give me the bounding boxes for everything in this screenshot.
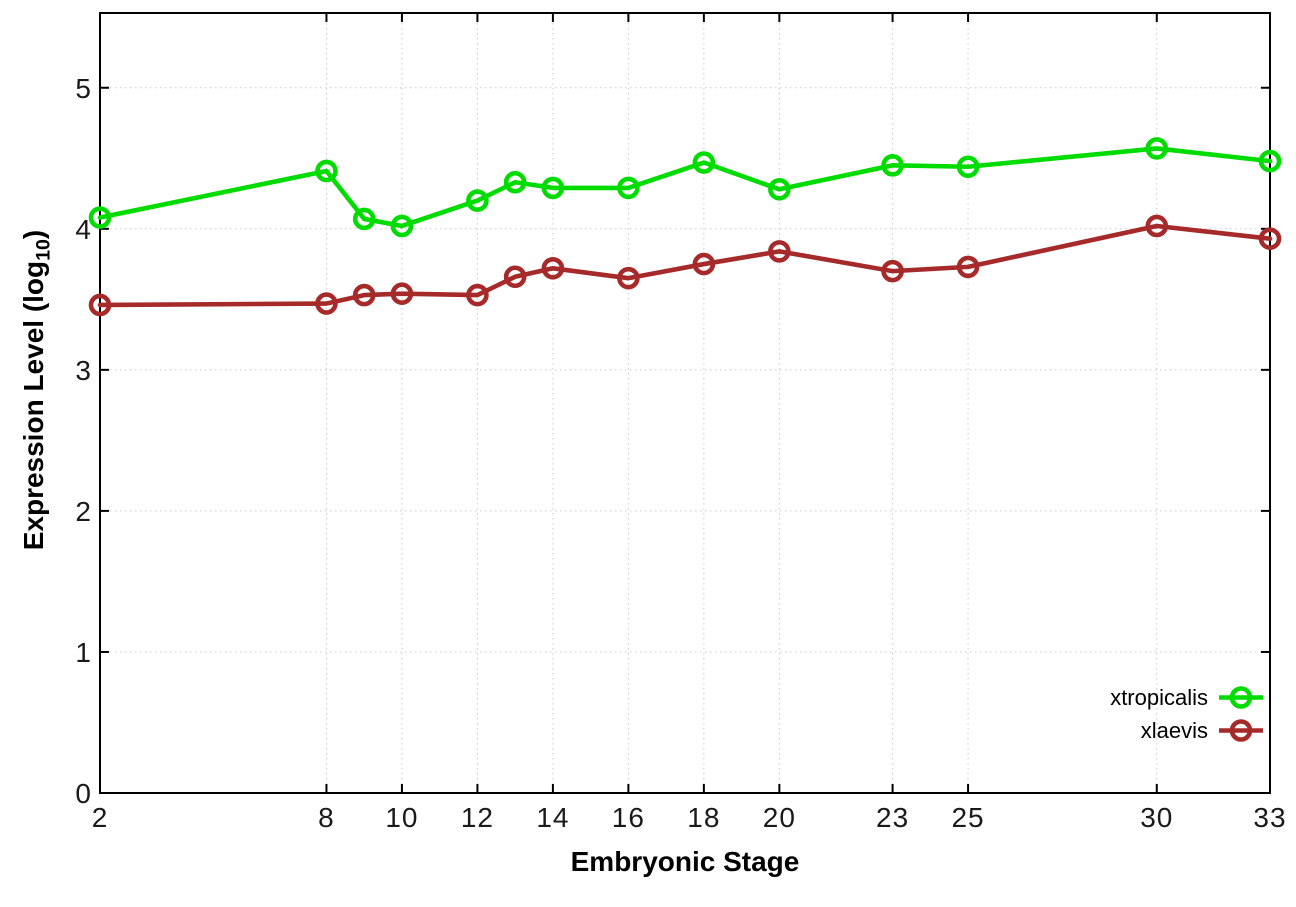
legend-key-icon (1219, 719, 1263, 742)
xlaevis-marker (768, 240, 791, 263)
xlaevis-marker (956, 255, 980, 279)
y-axis-title-subscript: 10 (32, 239, 55, 261)
legend-label: xlaevis (1140, 717, 1208, 743)
x-tick-label: 30 (1140, 802, 1173, 833)
y-tick-label: 2 (75, 496, 92, 527)
x-tick-label: 16 (612, 802, 645, 833)
y-tick-label: 5 (75, 73, 92, 104)
x-tick-label: 33 (1253, 802, 1286, 833)
xlaevis-marker (617, 266, 640, 290)
legend: xtropicalis xlaevis (1110, 681, 1264, 747)
y-tick-label: 3 (75, 355, 92, 386)
y-axis-title-suffix: ) (18, 229, 49, 240)
legend-item-xlaevis: xlaevis (1141, 714, 1264, 747)
xtropicalis-line (97, 146, 1273, 229)
xlaevis-marker (466, 283, 489, 307)
legend-label: xtropicalis (1110, 684, 1208, 710)
xlaevis-marker (881, 259, 904, 283)
xtropicalis-marker (315, 159, 338, 183)
xtropicalis-marker (956, 155, 980, 179)
xlaevis-marker (88, 293, 112, 317)
xtropicalis-marker (881, 154, 904, 177)
x-tick-label: 18 (687, 802, 720, 833)
xlaevis-marker (315, 292, 338, 315)
xlaevis-marker (541, 256, 565, 280)
x-tick-label: 25 (951, 802, 984, 833)
xlaevis-line (97, 223, 1273, 308)
x-tick-label: 8 (318, 802, 335, 833)
xtropicalis-marker (503, 170, 527, 194)
x-axis-title: Embryonic Stage (570, 846, 800, 877)
x-tick-label: 14 (536, 802, 569, 833)
xtropicalis-marker (1258, 149, 1282, 173)
y-axis-title-text: Expression Level (log (18, 260, 49, 551)
xtropicalis-marker (390, 214, 414, 238)
xtropicalis-marker (352, 207, 376, 231)
legend-key-icon (1219, 686, 1263, 709)
xlaevis-marker (1145, 214, 1169, 238)
xtropicalis-marker (768, 178, 791, 201)
plot-border (99, 12, 1271, 794)
x-tick-label: 2 (92, 802, 109, 833)
xlaevis-marker (390, 282, 414, 305)
y-axis-title: Expression Level (log10) (18, 160, 55, 620)
xlaevis-marker (503, 265, 527, 289)
xtropicalis-marker (617, 176, 640, 200)
xlaevis-marker (352, 283, 376, 307)
xtropicalis-marker (88, 206, 112, 229)
legend-item-xtropicalis: xtropicalis (1110, 681, 1264, 714)
x-tick-label: 23 (876, 802, 909, 833)
xtropicalis-marker (541, 176, 565, 200)
x-tick-label: 10 (385, 802, 418, 833)
x-tick-label: 20 (763, 802, 796, 833)
xlaevis-marker (1258, 227, 1282, 250)
xtropicalis-marker (692, 151, 716, 174)
x-tick-label: 12 (461, 802, 494, 833)
y-tick-label: 1 (75, 637, 92, 668)
y-tick-label: 4 (75, 214, 92, 245)
y-tick-label: 0 (75, 778, 92, 809)
xlaevis-marker (692, 252, 716, 276)
xtropicalis-marker (1145, 137, 1169, 160)
xtropicalis-marker (466, 189, 489, 212)
